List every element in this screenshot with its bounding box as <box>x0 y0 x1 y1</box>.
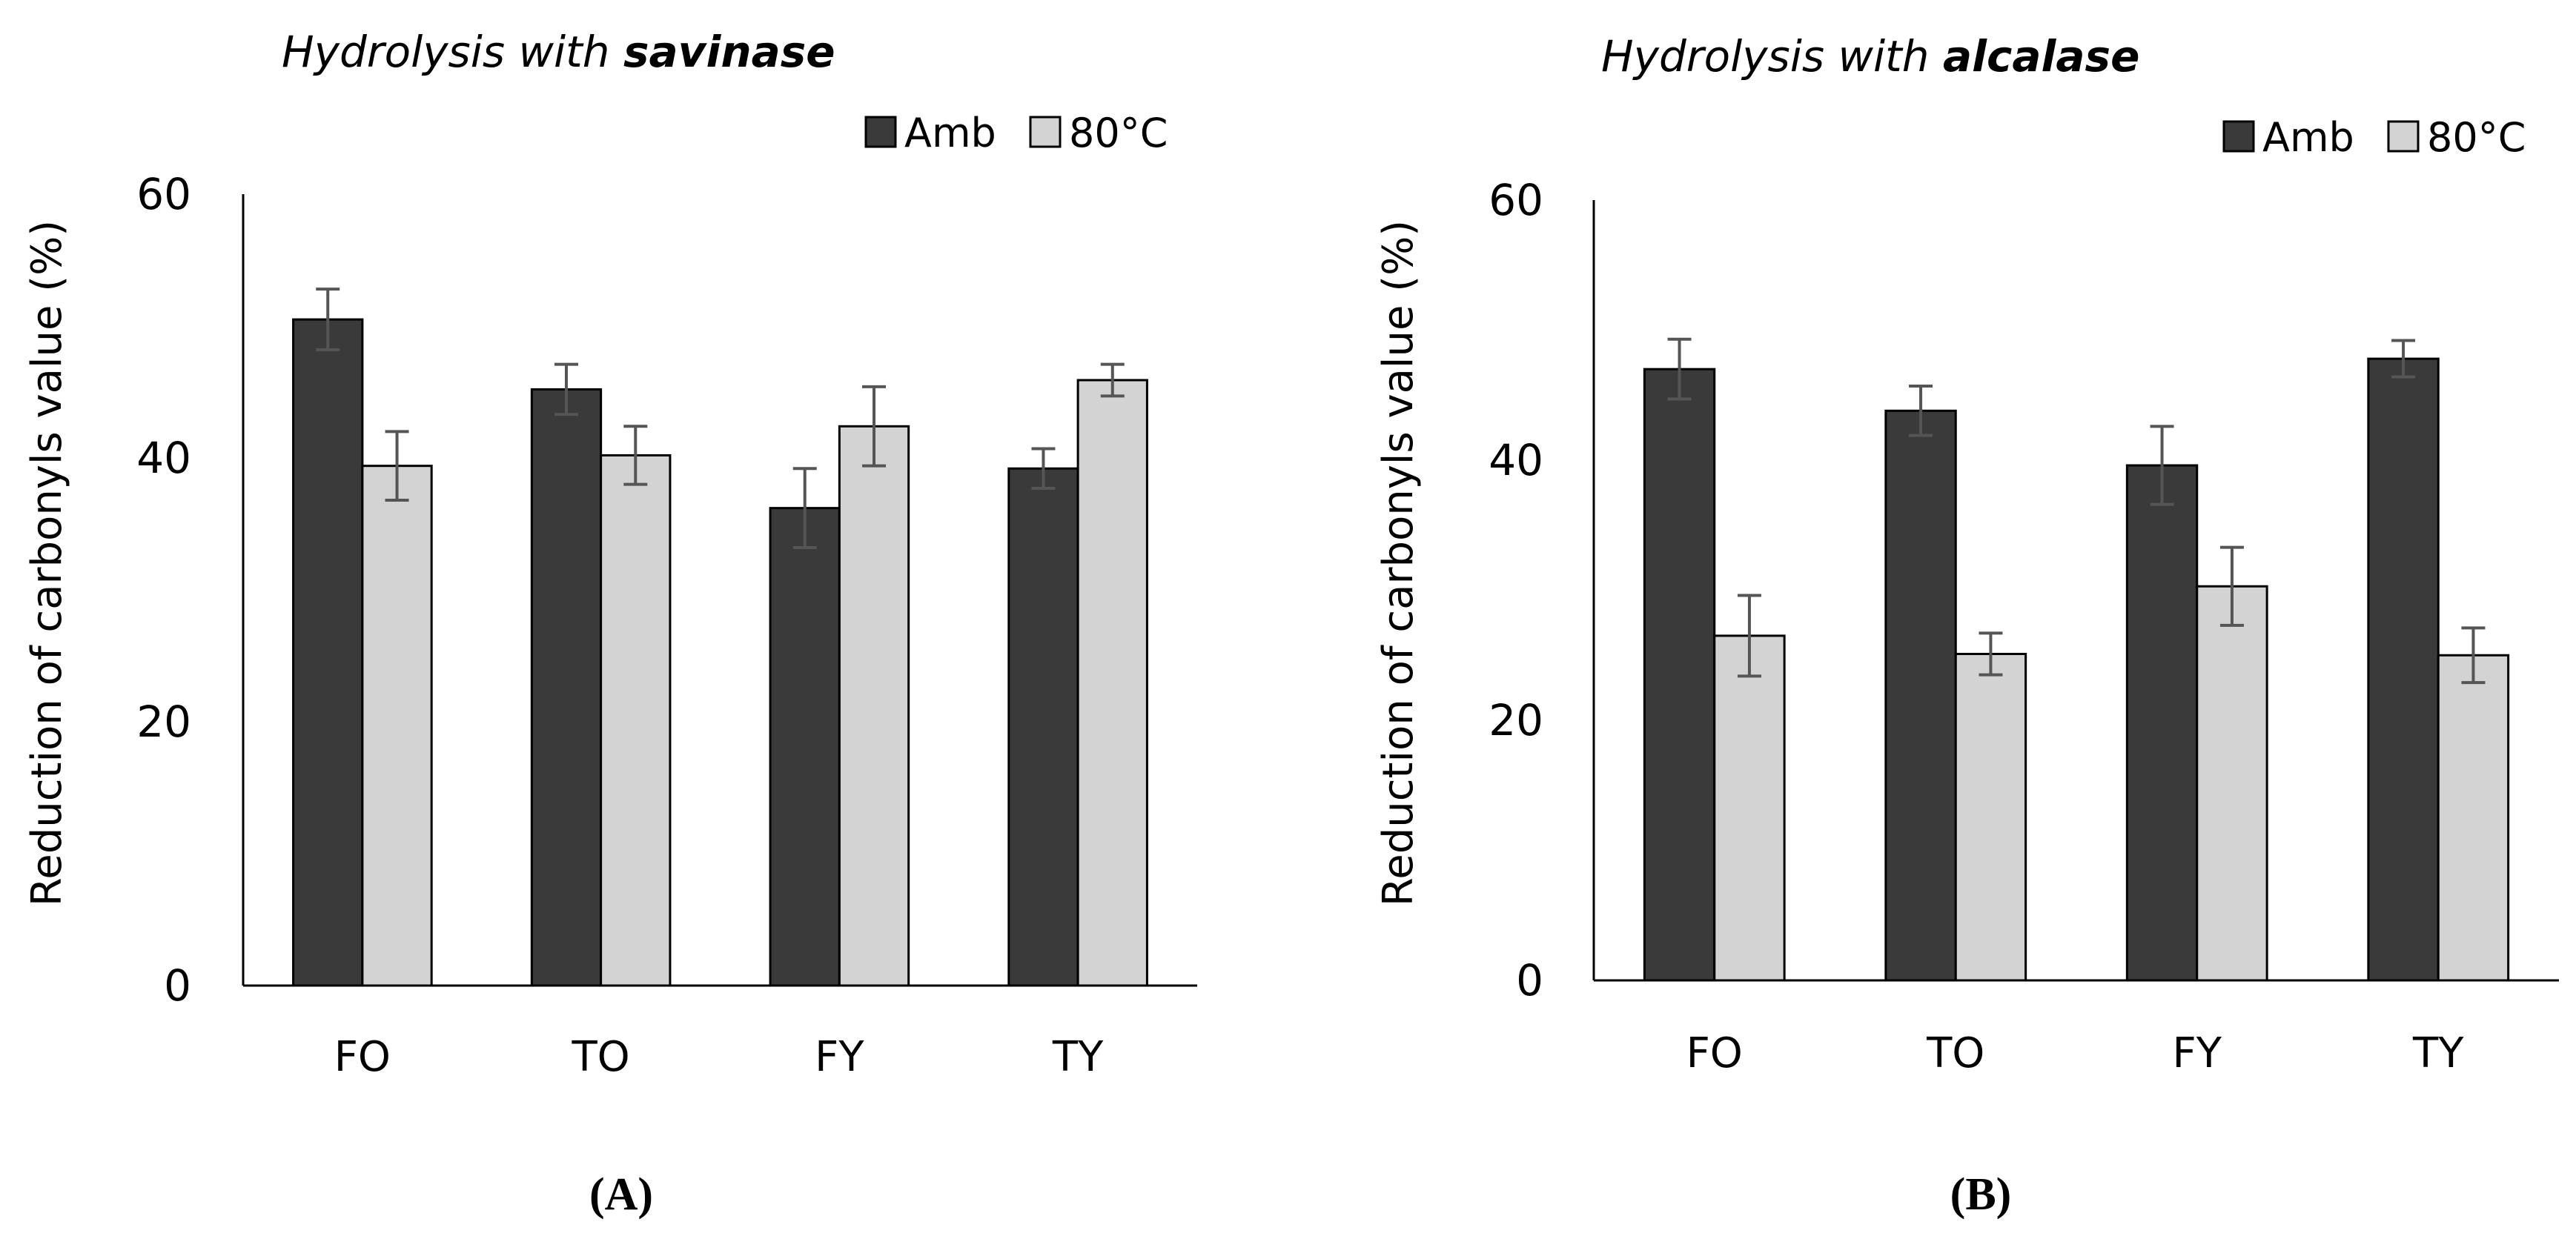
x-category-label: FO <box>1686 1029 1743 1077</box>
chart-title: Hydrolysis with alcalase <box>1601 31 2139 82</box>
bar-ty-80c <box>2437 654 2510 982</box>
chart-panel-b: Hydrolysis with alcalase Reduction of car… <box>1374 31 2559 1220</box>
chart-title-enzyme: savinase <box>623 27 835 77</box>
legend-label-80c: 80°C <box>2427 114 2526 161</box>
chart-panel-a: Hydrolysis with savinase Reduction of car… <box>23 27 1197 1220</box>
bar-fo-80c <box>361 465 433 987</box>
x-category-label: FY <box>2173 1029 2222 1077</box>
bar-fy-80c <box>838 425 910 987</box>
bar-fo-amb <box>292 318 364 987</box>
y-tick-label: 60 <box>136 169 191 219</box>
panel-label-letter: A <box>605 1169 638 1220</box>
legend-label-amb: Amb <box>2262 114 2354 161</box>
bar-fy-amb <box>769 507 841 987</box>
bar-to-80c <box>1954 652 2027 982</box>
bar-to-amb <box>1884 409 1957 982</box>
bar-ty-amb <box>2367 357 2440 982</box>
y-tick-label: 20 <box>136 697 191 747</box>
bar-ty-amb <box>1007 467 1079 987</box>
legend-label-80c: 80°C <box>1069 110 1168 156</box>
legend-swatch-80c <box>1029 116 1062 148</box>
bar-fo-80c <box>1713 634 1786 982</box>
chart-title-prefix: Hydrolysis with <box>1601 31 1943 82</box>
bar-ty-80c <box>1076 379 1148 987</box>
bar-fo-amb <box>1643 368 1716 982</box>
bar-fy-80c <box>2196 585 2268 982</box>
x-category-label: FO <box>334 1033 391 1081</box>
x-category-label: FY <box>815 1033 864 1081</box>
y-tick-label: 0 <box>1516 955 1543 1006</box>
panel-label-letter: B <box>1965 1169 1996 1220</box>
legend-swatch-80c <box>2387 120 2420 153</box>
legend-label-amb: Amb <box>904 110 996 156</box>
y-tick-label: 0 <box>164 960 191 1011</box>
x-category-label: TY <box>1052 1033 1104 1081</box>
x-category-label: TO <box>571 1033 629 1081</box>
x-category-label: TO <box>1926 1029 1984 1077</box>
panel-label-close: ) <box>638 1169 653 1220</box>
panel-label-open: ( <box>1950 1169 1966 1220</box>
y-tick-label: 20 <box>1489 695 1543 745</box>
y-tick-label: 40 <box>1489 435 1543 485</box>
panel-label: (B) <box>1950 1169 2012 1220</box>
y-tick-label: 40 <box>136 433 191 483</box>
bar-to-amb <box>530 388 603 987</box>
chart-title-enzyme: alcalase <box>1943 31 2139 82</box>
x-category-label: TY <box>2412 1029 2464 1077</box>
panel-label-open: ( <box>589 1169 605 1220</box>
panel-label: (A) <box>589 1169 653 1220</box>
y-axis-label: Reduction of carbonyls value (%) <box>23 220 71 906</box>
chart-title: Hydrolysis with savinase <box>282 27 835 77</box>
legend-swatch-amb <box>864 116 897 148</box>
legend-swatch-amb <box>2222 120 2255 153</box>
bar-to-80c <box>600 454 672 987</box>
chart-title-prefix: Hydrolysis with <box>282 27 623 77</box>
bar-fy-amb <box>2125 464 2199 982</box>
y-axis-label: Reduction of carbonyls value (%) <box>1374 220 1423 906</box>
panel-label-close: ) <box>1996 1169 2012 1220</box>
y-tick-label: 60 <box>1489 175 1543 225</box>
